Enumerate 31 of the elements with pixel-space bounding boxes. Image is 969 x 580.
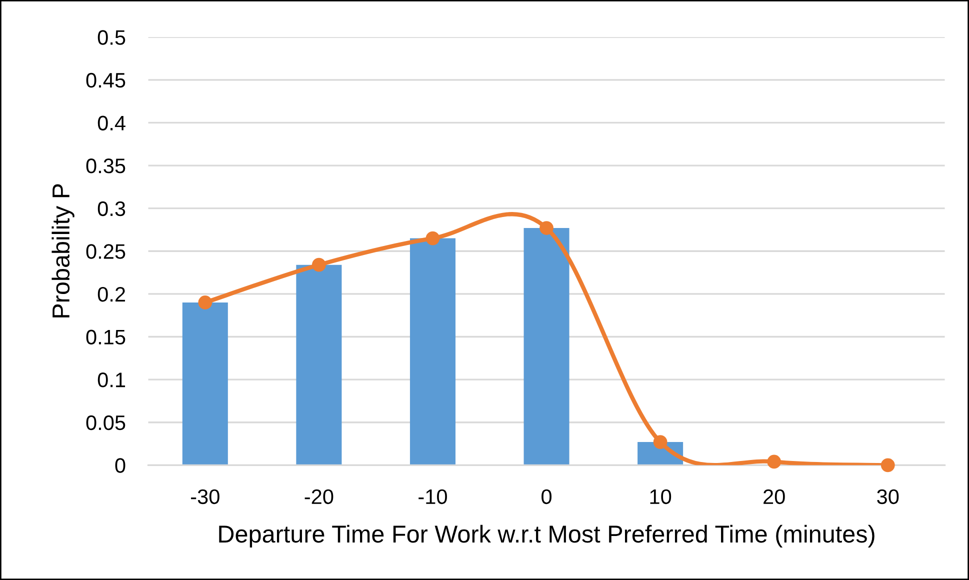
x-tick-label: -20	[304, 489, 334, 504]
y-tick-label: 0.45	[86, 72, 126, 88]
y-tick-label: 0.25	[86, 244, 126, 259]
y-tick-label: 0.5	[98, 30, 126, 45]
point	[653, 435, 668, 449]
x-tick-label: 0	[542, 489, 552, 504]
point	[312, 258, 326, 272]
y-tick-label: 0.4	[98, 116, 126, 130]
x-tick-label: 30	[877, 489, 899, 504]
y-axis-title: Probability P	[52, 184, 74, 318]
point	[426, 231, 440, 246]
y-tick-label: 0.2	[98, 286, 125, 302]
x-tick-label: -30	[191, 489, 220, 504]
bar	[410, 238, 456, 466]
x-tick-label: 10	[650, 489, 672, 504]
y-tick-label: 0.1	[98, 372, 126, 388]
bar	[182, 302, 228, 466]
x-tick-label: -10	[418, 489, 447, 504]
y-tick-label: 0.3	[98, 201, 126, 216]
y-tick-label: 0.05	[86, 415, 126, 430]
x-axis-title: Departure Time For Work w.r.t Most Preferred Time (minutes)	[219, 524, 874, 548]
point	[540, 221, 554, 235]
y-tick-label: 0.15	[86, 330, 126, 344]
point	[767, 454, 782, 469]
point	[198, 296, 212, 310]
x-tick-label: 20	[764, 489, 785, 504]
bar	[296, 264, 342, 466]
bar	[524, 228, 570, 466]
y-tick-label: 0.35	[86, 158, 126, 174]
y-tick-label: 0	[115, 458, 126, 473]
point	[880, 458, 895, 472]
